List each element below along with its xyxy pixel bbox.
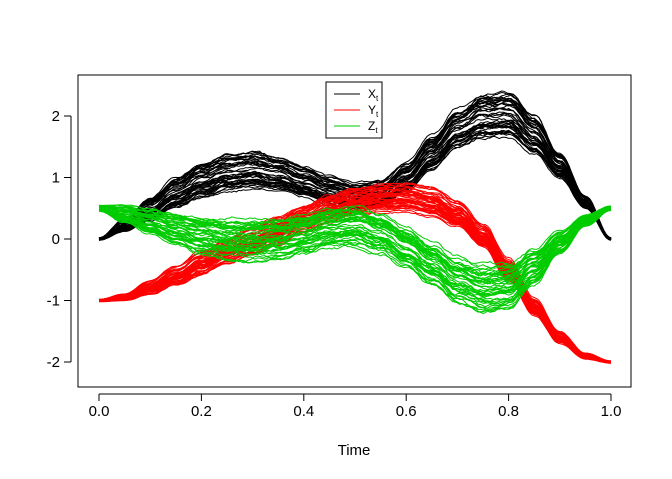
- legend-label-main: X: [368, 87, 376, 101]
- x-tick-label: 0.2: [191, 403, 212, 420]
- x-tick-label: 0.8: [498, 403, 519, 420]
- trace-line: [98, 190, 612, 363]
- legend-label-main: Y: [368, 103, 376, 117]
- trace-line: [98, 90, 612, 239]
- legend-label: Xt: [368, 87, 379, 103]
- x-tick-label: 0.6: [396, 403, 417, 420]
- y-axis: -2 -1 0 1 2: [47, 108, 72, 371]
- x-axis-title: Time: [338, 442, 371, 459]
- legend-label: Yt: [368, 103, 379, 119]
- legend-label-subscript: t: [376, 94, 379, 103]
- x-tick-label: 0.4: [293, 403, 314, 420]
- trace-line: [98, 206, 612, 280]
- plot-frame: [77, 74, 632, 388]
- legend-label-subscript: t: [375, 126, 378, 135]
- trace-line: [99, 208, 612, 296]
- x-axis: 0.0 0.2 0.4 0.6 0.8 1.0: [89, 393, 622, 420]
- trace-line: [98, 208, 612, 301]
- y-tick-label: -1: [47, 293, 60, 310]
- trace-line: [98, 92, 612, 239]
- trace-line: [98, 205, 612, 266]
- trace-line: [98, 206, 611, 283]
- trace-line: [98, 209, 612, 308]
- x-tick-label: 1.0: [601, 403, 622, 420]
- trace-line: [98, 208, 612, 296]
- y-tick-label: 1: [52, 170, 60, 187]
- trace-line: [98, 208, 612, 298]
- trace-line: [99, 194, 612, 363]
- y-tick-label: 0: [52, 231, 60, 248]
- trace-line: [98, 205, 612, 277]
- legend-label-subscript: t: [376, 110, 379, 119]
- trace-line: [98, 189, 612, 362]
- trace-line: [98, 209, 612, 309]
- y-tick-label: -2: [47, 354, 60, 371]
- x-tick-label: 0.0: [89, 403, 110, 420]
- y-tick-label: 2: [52, 108, 60, 125]
- legend-label-main: Z: [368, 119, 375, 133]
- legend-label: Zt: [368, 119, 378, 135]
- trace-line: [98, 209, 612, 313]
- series-3: [98, 204, 612, 315]
- trace-layer: [98, 90, 612, 364]
